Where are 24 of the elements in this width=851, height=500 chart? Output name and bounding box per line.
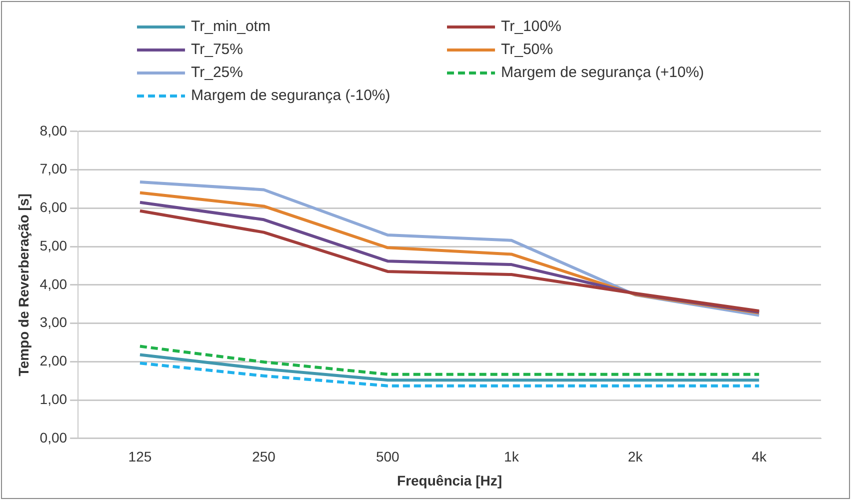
y-tick-label: 3,00 <box>40 314 68 330</box>
x-tick-label: 125 <box>128 448 152 465</box>
legend-label: Tr_min_otm <box>191 18 270 35</box>
legend-label: Margem de segurança (-10%) <box>191 87 390 104</box>
y-tick-label: 5,00 <box>40 237 68 254</box>
y-tick-label: 8,00 <box>40 122 68 138</box>
legend-label: Margem de segurança (+10%) <box>501 64 704 81</box>
legend-label: Tr_100% <box>501 18 562 35</box>
legend-label: Tr_50% <box>501 41 553 58</box>
x-tick-label: 500 <box>376 448 400 465</box>
legend-label: Tr_25% <box>191 64 243 81</box>
y-tick-label: 6,00 <box>40 199 68 216</box>
y-tick-label: 4,00 <box>40 276 68 292</box>
y-tick-label: 1,00 <box>40 390 68 407</box>
x-tick-label: 250 <box>252 448 276 465</box>
x-tick-label: 4k <box>752 448 768 465</box>
y-axis-title: Tempo de Reverberação [s] <box>15 194 32 376</box>
x-axis-title: Frequência [Hz] <box>397 472 502 488</box>
y-tick-label: 2,00 <box>40 352 68 369</box>
legend-label: Tr_75% <box>191 41 243 58</box>
x-tick-label: 2k <box>628 448 644 465</box>
x-tick-label: 1k <box>504 448 520 465</box>
y-tick-label: 7,00 <box>40 160 68 177</box>
y-tick-label: 0,00 <box>40 429 68 446</box>
